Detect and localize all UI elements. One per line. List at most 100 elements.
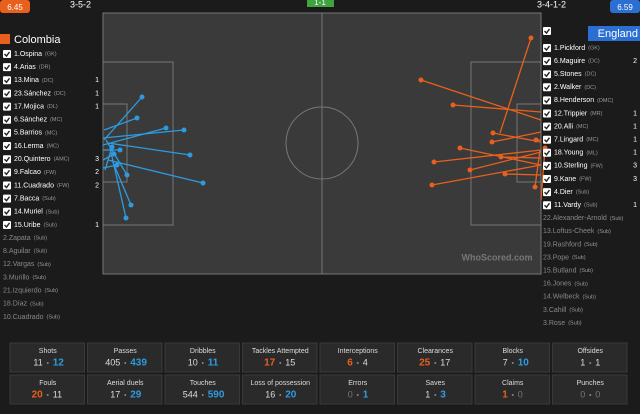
- checkbox[interactable]: [3, 168, 11, 177]
- player-name: 6.Maguire: [554, 58, 585, 65]
- player-name: 9.Falcao: [14, 169, 41, 176]
- player-position: (Sub): [46, 314, 60, 320]
- player-position: (DMC): [597, 98, 613, 104]
- pass: [499, 37, 532, 134]
- checkmark: [4, 143, 11, 150]
- stat-home: 17: [110, 389, 120, 399]
- checkbox[interactable]: [543, 201, 551, 210]
- checkmark: [544, 202, 551, 209]
- stat-away: 4: [363, 357, 368, 367]
- stat-label: Claims: [502, 380, 524, 387]
- player-name: 8.Aguilar: [3, 248, 31, 255]
- checkbox[interactable]: [3, 102, 11, 111]
- player-count: 1: [95, 222, 99, 229]
- stat-home: 1: [580, 357, 585, 367]
- stat-away: 11: [53, 389, 62, 399]
- checkbox[interactable]: [543, 57, 551, 66]
- pitch: [102, 12, 542, 275]
- checkbox[interactable]: [3, 89, 11, 98]
- stat-home: 16: [265, 389, 275, 399]
- checkbox[interactable]: [3, 207, 11, 216]
- player-position: (DC): [585, 72, 597, 78]
- checkbox[interactable]: [543, 109, 551, 118]
- checkbox[interactable]: [3, 181, 11, 190]
- checkbox[interactable]: [3, 142, 11, 151]
- home-team: Colombia: [14, 34, 61, 46]
- stat-box: [319, 374, 395, 405]
- player-name: 12.Vargas: [3, 261, 35, 268]
- checkbox[interactable]: [3, 115, 11, 124]
- checkbox[interactable]: [543, 122, 551, 131]
- checkbox[interactable]: [3, 76, 11, 85]
- checkbox[interactable]: [3, 220, 11, 229]
- checkmark: [544, 163, 551, 169]
- pass: [103, 117, 138, 131]
- pass-start: [418, 77, 424, 83]
- pass-start: [117, 147, 123, 153]
- stat-box: [242, 342, 318, 373]
- stat-away: 20: [285, 390, 297, 401]
- checkbox[interactable]: [3, 128, 11, 137]
- player-position: (Sub): [45, 288, 59, 294]
- checkbox[interactable]: [3, 50, 11, 58]
- player-name: 20.Alli: [554, 123, 574, 130]
- checkbox[interactable]: [3, 155, 11, 164]
- player-position: (MC): [50, 117, 62, 123]
- stat-separator: [124, 362, 127, 364]
- stat-separator: [356, 394, 359, 396]
- checkbox[interactable]: [543, 161, 551, 170]
- stat-home: 17: [264, 358, 276, 369]
- player-name: 2.Zapata: [3, 235, 31, 242]
- pass-start: [429, 182, 435, 188]
- checkbox[interactable]: [543, 135, 551, 144]
- player-name: 7.Lingard: [554, 137, 583, 144]
- player-position: (MC): [576, 124, 588, 130]
- pass: [102, 127, 167, 146]
- pass-start: [489, 139, 495, 145]
- stat-away: 12: [53, 358, 65, 369]
- player-count: 1: [95, 90, 99, 97]
- checkbox[interactable]: [3, 194, 11, 203]
- player-position: (DR): [39, 65, 51, 71]
- checkmark: [544, 137, 551, 143]
- player-name: 20.Quintero: [14, 156, 51, 163]
- checkbox[interactable]: [543, 188, 551, 197]
- stat-away: 15: [285, 357, 295, 367]
- checkbox[interactable]: [543, 83, 551, 92]
- checkbox[interactable]: [543, 44, 551, 52]
- checkbox[interactable]: [543, 70, 551, 79]
- stat-home: 11: [33, 357, 42, 367]
- player-name: 10.Sterling: [554, 163, 588, 170]
- checkbox[interactable]: [543, 148, 551, 157]
- stat-separator: [201, 362, 204, 364]
- player-position: (Sub): [30, 301, 44, 307]
- player-name: 16.Lerma: [14, 143, 44, 150]
- player-position: (DC): [588, 59, 600, 65]
- pass: [504, 173, 542, 176]
- pass: [431, 164, 542, 186]
- stat-box: [552, 374, 628, 405]
- checkbox[interactable]: [543, 27, 551, 35]
- stat-label: Touches: [190, 380, 217, 387]
- checkbox[interactable]: [543, 96, 551, 105]
- player-position: (Sub): [579, 268, 593, 274]
- player-count: 1: [95, 103, 99, 110]
- player-name: 7.Bacca: [14, 195, 39, 202]
- stat-label: Loss of possession: [250, 380, 310, 387]
- player-name: 13.Loftus-Cheek: [543, 228, 595, 235]
- player-position: (GK): [45, 51, 57, 57]
- stat-box: [397, 342, 473, 373]
- pass-start: [431, 159, 437, 165]
- player-name: 11.Vardy: [554, 202, 581, 209]
- player-count: 2: [633, 58, 637, 65]
- checkbox[interactable]: [543, 175, 551, 183]
- player-name: 2.Walker: [554, 84, 582, 91]
- player-position: (Sub): [576, 190, 590, 196]
- home-rating-badge: [0, 0, 30, 13]
- checkbox[interactable]: [3, 63, 11, 72]
- player-position: (DC): [42, 78, 54, 84]
- checkmark: [4, 156, 11, 163]
- pass-start: [114, 162, 120, 168]
- pass-start: [200, 180, 206, 186]
